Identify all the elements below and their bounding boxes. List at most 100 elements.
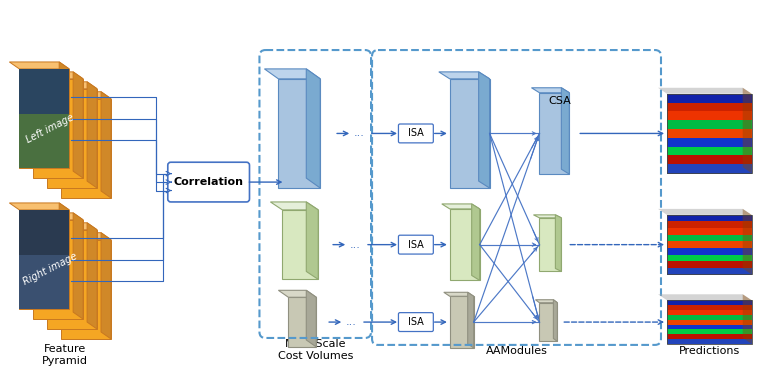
Polygon shape — [539, 93, 569, 174]
Polygon shape — [33, 79, 83, 178]
Bar — [667, 329, 752, 335]
Polygon shape — [658, 88, 752, 94]
Bar — [667, 222, 752, 229]
Polygon shape — [444, 292, 474, 296]
Polygon shape — [73, 72, 83, 178]
Text: Correlation: Correlation — [174, 177, 243, 187]
Text: Multi-Scale
Cost Volumes: Multi-Scale Cost Volumes — [277, 339, 353, 360]
Bar — [667, 268, 752, 275]
Bar — [667, 111, 752, 121]
Polygon shape — [743, 209, 752, 274]
Bar — [667, 339, 752, 345]
Polygon shape — [87, 223, 97, 329]
Polygon shape — [87, 82, 97, 188]
Polygon shape — [439, 72, 490, 79]
Polygon shape — [468, 292, 474, 348]
Bar — [667, 102, 752, 112]
Polygon shape — [743, 294, 752, 344]
Polygon shape — [9, 203, 69, 210]
Polygon shape — [535, 300, 558, 303]
Polygon shape — [306, 290, 316, 347]
Text: AAModules: AAModules — [485, 346, 548, 356]
Text: Predictions: Predictions — [679, 346, 740, 356]
Bar — [667, 120, 752, 130]
Polygon shape — [61, 99, 111, 198]
Polygon shape — [658, 294, 752, 300]
Polygon shape — [450, 79, 490, 188]
Polygon shape — [47, 89, 97, 188]
Polygon shape — [531, 88, 569, 93]
Polygon shape — [450, 209, 480, 281]
Polygon shape — [539, 303, 558, 341]
Bar — [667, 248, 752, 255]
Bar — [667, 324, 752, 330]
Bar — [667, 235, 752, 242]
Bar — [19, 210, 69, 309]
Polygon shape — [278, 79, 320, 188]
Text: ...: ... — [346, 317, 356, 327]
Polygon shape — [47, 230, 97, 329]
Bar — [19, 210, 69, 255]
Polygon shape — [278, 290, 316, 297]
Bar — [667, 320, 752, 325]
Polygon shape — [555, 215, 561, 272]
Bar — [667, 228, 752, 235]
Bar — [667, 310, 752, 315]
Polygon shape — [658, 209, 752, 215]
Bar — [667, 334, 752, 340]
Text: CSA: CSA — [548, 96, 571, 106]
Text: Feature
Pyramid: Feature Pyramid — [42, 344, 88, 365]
Bar — [667, 300, 752, 306]
Text: ...: ... — [349, 240, 360, 249]
Polygon shape — [539, 218, 561, 272]
Bar — [667, 156, 752, 165]
FancyBboxPatch shape — [399, 235, 433, 254]
Polygon shape — [561, 88, 569, 174]
Polygon shape — [478, 72, 490, 188]
Polygon shape — [283, 210, 318, 279]
Bar — [667, 147, 752, 156]
Polygon shape — [38, 223, 97, 230]
Polygon shape — [306, 202, 318, 279]
Bar — [667, 261, 752, 268]
Polygon shape — [33, 220, 83, 319]
Bar — [667, 94, 752, 173]
FancyBboxPatch shape — [399, 313, 433, 331]
Polygon shape — [270, 202, 318, 210]
Polygon shape — [23, 72, 83, 79]
Bar — [667, 129, 752, 139]
Polygon shape — [101, 92, 111, 198]
Polygon shape — [38, 82, 97, 89]
Polygon shape — [59, 62, 69, 168]
Polygon shape — [19, 69, 69, 168]
Polygon shape — [101, 233, 111, 339]
Bar — [667, 255, 752, 262]
FancyBboxPatch shape — [167, 162, 250, 202]
Polygon shape — [306, 69, 320, 188]
Polygon shape — [73, 213, 83, 319]
Polygon shape — [554, 300, 558, 341]
Polygon shape — [450, 296, 474, 348]
Polygon shape — [19, 210, 69, 309]
Bar — [667, 215, 752, 274]
Text: Left image: Left image — [25, 112, 76, 145]
Polygon shape — [472, 204, 480, 281]
Bar — [667, 138, 752, 147]
Polygon shape — [534, 215, 561, 218]
Bar — [667, 241, 752, 248]
Bar — [667, 305, 752, 310]
Bar — [667, 94, 752, 103]
Bar — [667, 315, 752, 320]
Text: ...: ... — [353, 128, 365, 139]
Bar — [667, 165, 752, 174]
Bar — [667, 300, 752, 344]
FancyBboxPatch shape — [399, 124, 433, 143]
Polygon shape — [51, 92, 111, 99]
Polygon shape — [743, 88, 752, 173]
Text: Right image: Right image — [22, 251, 79, 288]
Polygon shape — [61, 240, 111, 339]
Polygon shape — [442, 204, 480, 209]
Polygon shape — [264, 69, 320, 79]
Polygon shape — [51, 233, 111, 240]
Bar — [667, 215, 752, 222]
